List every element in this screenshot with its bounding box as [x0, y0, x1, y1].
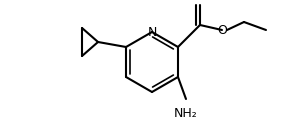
Text: O: O: [217, 24, 227, 37]
Text: NH₂: NH₂: [174, 107, 198, 120]
Text: O: O: [195, 0, 205, 4]
Text: N: N: [147, 25, 157, 38]
